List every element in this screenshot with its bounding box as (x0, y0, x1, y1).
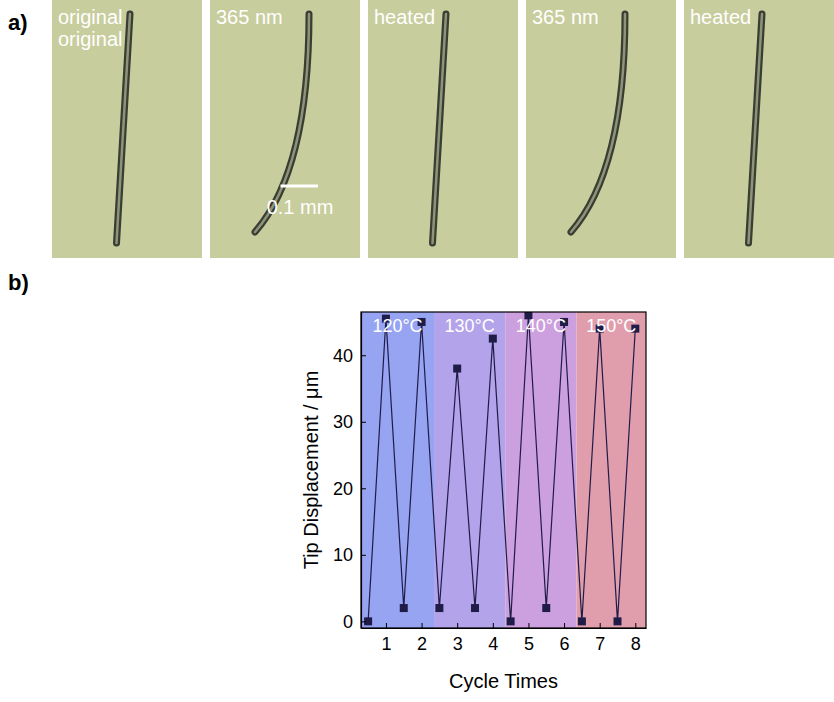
photo-frame: 365 nm 0.1 mm (210, 0, 360, 258)
x-axis: 1 2 3 4 5 6 7 8 (362, 623, 647, 654)
tick-label: 20 (333, 479, 353, 499)
tick-mark (600, 623, 601, 628)
tick-mark (635, 623, 636, 628)
panel-label: b) (8, 270, 29, 295)
tick: 3 (453, 623, 463, 654)
tick-mark (361, 555, 366, 556)
tick-mark (386, 623, 387, 628)
figure: a) originaloriginal 365 nm 0.1 mm heated 365 … (0, 0, 834, 702)
frame-label: heated (690, 6, 751, 28)
tick-label: 2 (417, 634, 427, 654)
photo-frame: heated (368, 0, 518, 258)
data-point (453, 365, 461, 373)
tick: 5 (524, 623, 534, 654)
axis-line (362, 628, 647, 629)
tick-label: 6 (560, 634, 570, 654)
data-point (471, 604, 479, 612)
frame-label: 365 nm (532, 6, 599, 28)
tick: 10 (333, 545, 366, 565)
frame-label: 365 nm (216, 6, 283, 28)
tick-mark (361, 422, 366, 423)
frame-label: heated (374, 6, 435, 28)
frame-label: original (58, 28, 122, 50)
tick-label: 0 (343, 612, 353, 632)
tick-label: 30 (333, 412, 353, 432)
tick: 0 (343, 612, 366, 632)
tick-label: 8 (631, 634, 641, 654)
temperature-band (577, 312, 646, 628)
temperature-band (361, 312, 434, 628)
data-point (578, 617, 586, 625)
band-label: 130°C (445, 316, 495, 336)
crystal-outline (433, 14, 447, 243)
tick-label: 40 (333, 346, 353, 366)
data-line (368, 315, 635, 621)
tick-mark (422, 623, 423, 628)
tick: 40 (333, 346, 366, 366)
frame-background (210, 0, 360, 258)
band-label: 150°C (586, 316, 636, 336)
data-point (614, 617, 622, 625)
axis-line (361, 313, 362, 629)
data-point (507, 617, 515, 625)
frame-background (684, 0, 834, 258)
scale-bar-label: 0.1 mm (267, 196, 334, 218)
tick-mark (361, 621, 366, 622)
frame-background (52, 0, 202, 258)
tick-mark (493, 623, 494, 628)
tick-label: 10 (333, 545, 353, 565)
crystal-body (433, 14, 447, 243)
data-point (542, 604, 550, 612)
crystal-outline (749, 14, 763, 243)
photo-frame: heated (684, 0, 834, 258)
tick: 7 (595, 623, 605, 654)
panel-label: a) (8, 10, 28, 35)
photo-frame: originaloriginal (52, 0, 202, 258)
tick: 6 (560, 623, 570, 654)
data-point (400, 604, 408, 612)
crystal-body (571, 14, 625, 232)
band-label: 120°C (372, 316, 422, 336)
plot-frame (361, 312, 646, 628)
tick: 20 (333, 479, 366, 499)
tick-label: 7 (595, 634, 605, 654)
y-axis: 0 10 20 30 40 (333, 313, 366, 632)
band-label: 140°C (516, 316, 566, 336)
crystal-body (749, 14, 763, 243)
tick-label: 5 (524, 634, 534, 654)
scale-bar (281, 185, 319, 188)
y-axis-title: Tip Displacement / μm (300, 371, 322, 570)
tick-mark (564, 623, 565, 628)
frame-background (526, 0, 676, 258)
tick-label: 3 (453, 634, 463, 654)
tick-mark (361, 488, 366, 489)
tick: 1 (381, 623, 391, 654)
crystal-outline (571, 14, 625, 232)
plot-area (361, 312, 646, 628)
tick: 2 (417, 623, 427, 654)
tick-mark (361, 355, 366, 356)
tick-label: 1 (381, 634, 391, 654)
frame-background (368, 0, 518, 258)
data-point (435, 604, 443, 612)
photo-frame: 365 nm (526, 0, 676, 258)
tick: 4 (488, 623, 498, 654)
tick-label: 4 (488, 634, 498, 654)
tick: 8 (631, 623, 641, 654)
tick-mark (528, 623, 529, 628)
tick: 30 (333, 412, 366, 432)
x-axis-title: Cycle Times (449, 670, 558, 692)
tick-mark (457, 623, 458, 628)
frame-label: original (58, 6, 122, 28)
